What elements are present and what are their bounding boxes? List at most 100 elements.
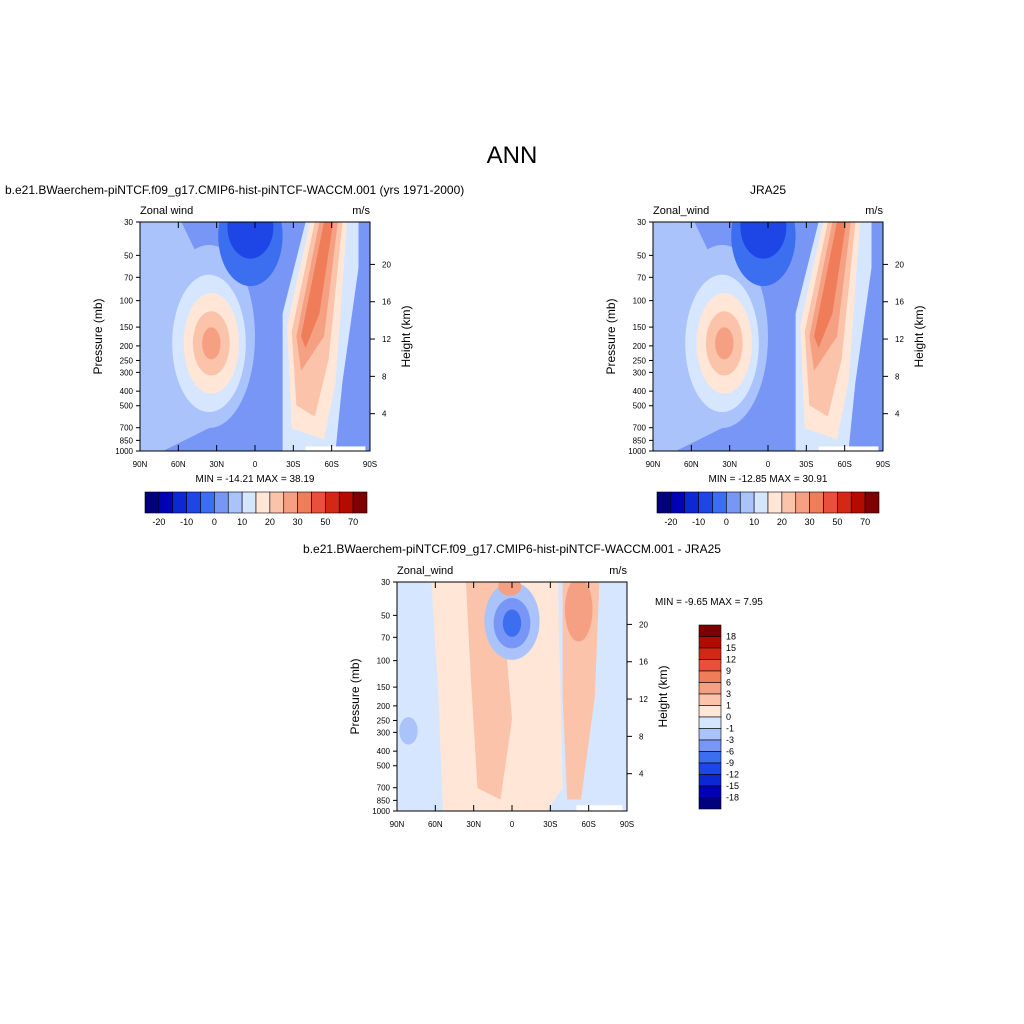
colorbar-label: -12 [726,770,739,780]
y-tick-label: 700 [633,424,647,433]
colorbar-label: 70 [348,517,358,527]
colorbar-swatch [823,491,838,514]
colorbar-label: 0 [726,712,731,722]
colorbar-label: -9 [726,758,734,768]
y-tick-label: 400 [120,387,134,396]
y-tick-label: 70 [124,273,133,282]
x-tick-label: 60S [582,820,596,829]
colorbar-swatch [698,797,722,810]
colorbar-swatch [795,491,810,514]
min-max-stats: MIN = -9.65 MAX = 7.95 [655,597,763,608]
colorbar-swatch [698,716,722,729]
x-tick-label: 0 [253,460,258,469]
y-tick-label: 100 [633,297,647,306]
colorbar-swatch [837,491,852,514]
colorbar-label: 1 [726,701,731,711]
colorbar-label: -1 [726,724,734,734]
colorbar-swatch [698,682,722,695]
y-tick-label: 1000 [372,807,390,816]
x-tick-label: 90S [876,460,890,469]
x-tick-label: 90S [620,820,634,829]
y-tick-label: 30 [381,578,390,587]
contour-panel-2: JRA25 Zonal_wind m/s 90N 60N 30N 0 30S 60S 90S 30 5… [604,183,926,527]
contour-field [140,222,370,451]
contour-band [399,717,418,745]
colorbar-swatch [144,491,160,514]
y-axis-label: Pressure (mb) [604,298,618,374]
y-tick-label: 150 [377,683,391,692]
y2-tick-label: 16 [895,298,904,307]
y2-tick-label: 16 [639,658,648,667]
units-label: m/s [352,205,370,217]
colorbar-label: 15 [726,643,736,653]
colorbar-swatch [698,705,722,718]
contour-band [740,222,787,259]
colorbar-swatch [338,491,354,514]
y-tick-label: 100 [120,297,134,306]
x-tick-label: 60N [171,460,186,469]
colorbar-label: -20 [664,517,677,527]
contour-panel-3: b.e21.BWaerchem-piNTCF.f09_g17.CMIP6-his… [303,542,763,829]
y-tick-label: 500 [377,762,391,771]
x-tick-label: 90N [390,820,405,829]
y-tick-label: 200 [377,702,391,711]
contour-band [202,327,221,360]
y-tick-label: 150 [633,323,647,332]
y-tick-label: 150 [120,323,134,332]
contour-band [502,609,522,637]
colorbar-swatch [753,491,769,514]
y-tick-label: 50 [637,251,646,260]
y2-tick-label: 12 [639,695,648,704]
y-tick-label: 1000 [115,447,133,456]
units-label: m/s [865,205,883,217]
colorbar-swatch [698,636,722,649]
x-tick-label: 0 [766,460,771,469]
y2-tick-label: 4 [382,410,387,419]
y-tick-label: 100 [377,657,391,666]
y2-tick-label: 12 [895,335,904,344]
colorbar-swatch [850,491,866,514]
contour-panel-1: b.e21.BWaerchem-piNTCF.f09_g17.CMIP6-his… [5,183,464,527]
panel-title: JRA25 [750,183,786,197]
y2-tick-label: 12 [382,335,391,344]
x-tick-label: 90N [133,460,148,469]
missing-data [576,805,623,811]
colorbar-swatch [767,491,783,514]
x-tick-label: 30N [722,460,737,469]
colorbar-swatch [698,751,722,764]
colorbar-label: 6 [726,678,731,688]
colorbar-swatch [698,647,722,660]
colorbar-label: 20 [265,517,275,527]
colorbar-swatch [200,491,215,514]
y2-tick-label: 4 [895,410,900,419]
colorbar-swatch [726,491,741,514]
x-tick-label: 0 [510,820,515,829]
colorbar-swatch [698,774,722,787]
colorbar-label: 12 [726,655,736,665]
x-tick-label: 60S [838,460,852,469]
colorbar-swatch [698,659,722,672]
units-label: m/s [609,565,627,577]
y-tick-label: 300 [377,728,391,737]
colorbar-swatch [781,491,797,514]
colorbar-swatch [227,491,243,514]
colorbar-swatch [684,491,699,514]
colorbar-swatch [325,491,340,514]
x-tick-label: 30S [286,460,300,469]
colorbar-swatch [283,491,298,514]
colorbar-swatch [698,739,722,752]
colorbar-label: -15 [726,781,739,791]
page-title: ANN [487,142,538,169]
panel-title: b.e21.BWaerchem-piNTCF.f09_g17.CMIP6-his… [5,183,464,197]
colorbar-label: 20 [777,517,787,527]
colorbar-label: 70 [860,517,870,527]
min-max-stats: MIN = -14.21 MAX = 38.19 [196,474,315,485]
colorbar-swatch [186,491,201,514]
x-tick-label: 60N [684,460,699,469]
panel-title: b.e21.BWaerchem-piNTCF.f09_g17.CMIP6-his… [303,542,721,556]
contour-band [814,222,847,348]
x-tick-label: 30N [209,460,224,469]
y-tick-label: 250 [633,356,647,365]
colorbar-label: -20 [152,517,165,527]
colorbar-swatch [698,693,722,706]
